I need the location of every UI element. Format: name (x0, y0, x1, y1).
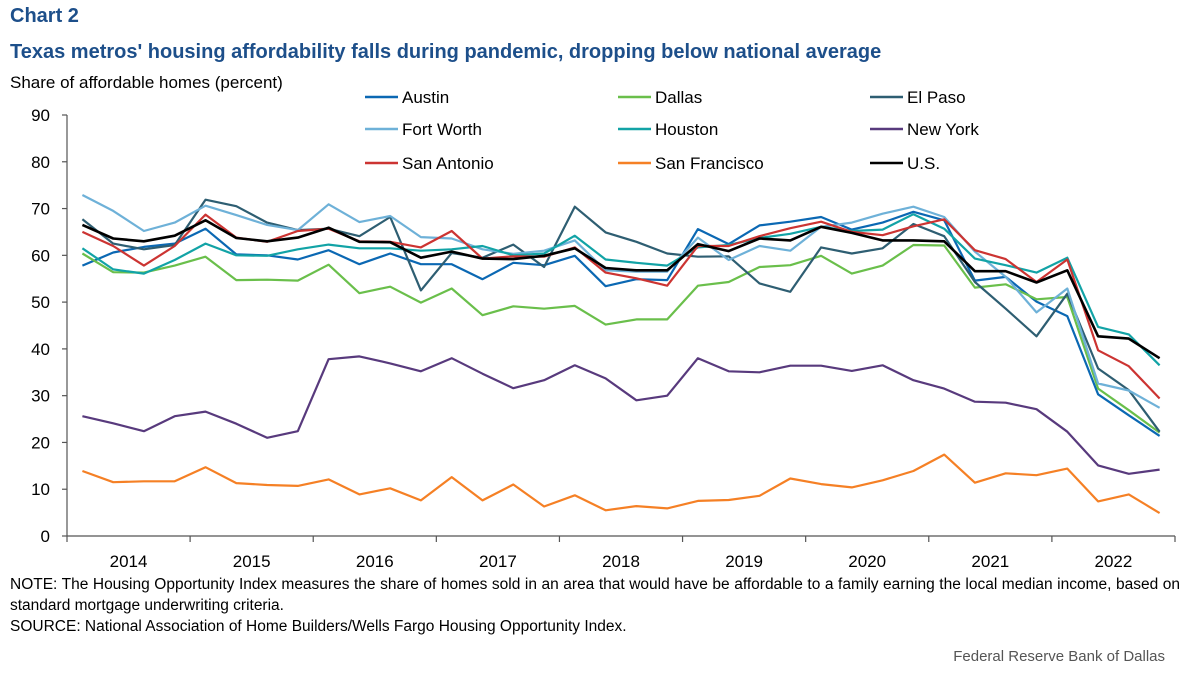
y-tick-label: 30 (31, 387, 50, 406)
series-line-fort-worth (81, 194, 1161, 409)
x-tick-label: 2022 (1095, 552, 1133, 571)
series-line-houston (81, 213, 1161, 367)
legend-label-new-york: New York (907, 120, 979, 139)
legend-label-dallas: Dallas (655, 88, 702, 107)
chart-title: Texas metros' housing affordability fall… (10, 41, 882, 63)
y-tick-label: 10 (31, 480, 50, 499)
y-tick-label: 40 (31, 340, 50, 359)
chart-number: Chart 2 (10, 5, 79, 27)
legend-label-houston: Houston (655, 120, 718, 139)
x-tick-label: 2015 (233, 552, 271, 571)
series-line-new-york (82, 355, 1160, 475)
x-tick-label: 2014 (110, 552, 148, 571)
y-tick-label: 60 (31, 246, 50, 265)
series-line-san-antonio (81, 213, 1161, 400)
legend-label-san-francisco: San Francisco (655, 154, 764, 173)
y-tick-label: 0 (41, 527, 50, 546)
series-line-san-francisco (82, 453, 1161, 515)
credit: Federal Reserve Bank of Dallas (953, 648, 1165, 665)
x-tick-label: 2018 (602, 552, 640, 571)
y-tick-label: 70 (31, 200, 50, 219)
series-line-dallas (81, 243, 1161, 434)
legend-label-san-antonio: San Antonio (402, 154, 494, 173)
y-tick-label: 80 (31, 153, 50, 172)
y-tick-label: 90 (31, 106, 50, 125)
series-line-el-paso (81, 198, 1161, 433)
x-tick-label: 2019 (725, 552, 763, 571)
y-tick-label: 50 (31, 293, 50, 312)
x-tick-label: 2016 (356, 552, 394, 571)
series-line-u-s (81, 219, 1161, 360)
legend-label-fort-worth: Fort Worth (402, 120, 482, 139)
legend-label-el-paso: El Paso (907, 88, 966, 107)
y-tick-label: 20 (31, 433, 50, 452)
x-tick-label: 2017 (479, 552, 517, 571)
chart-note: NOTE: The Housing Opportunity Index meas… (10, 576, 1180, 614)
y-axis-label: Share of affordable homes (percent) (10, 73, 283, 92)
legend-label-u-s: U.S. (907, 154, 940, 173)
legend-label-austin: Austin (402, 88, 449, 107)
x-tick-label: 2021 (971, 552, 1009, 571)
x-tick-label: 2020 (848, 552, 886, 571)
chart-source: SOURCE: National Association of Home Bui… (10, 618, 627, 635)
